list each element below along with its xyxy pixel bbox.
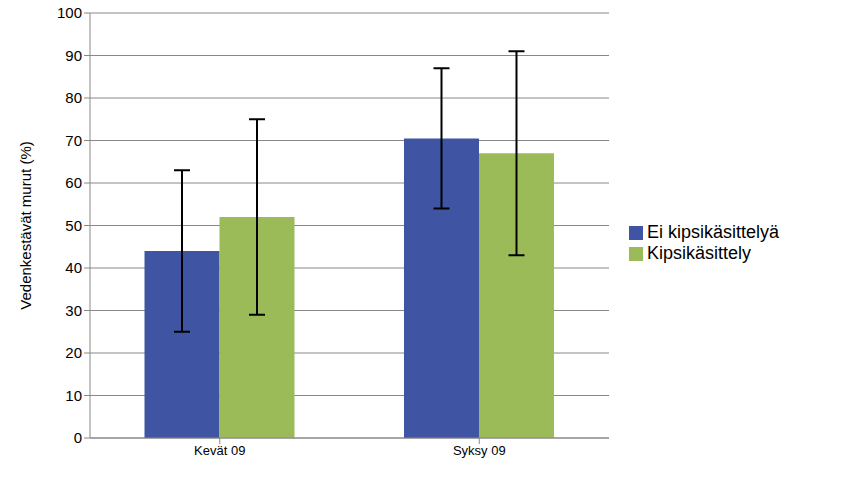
svg-text:Vedenkestävät murut (%): Vedenkestävät murut (%)	[17, 141, 34, 309]
svg-text:90: 90	[65, 47, 82, 64]
html-text:Ei kipsikäsittelyä: Ei kipsikäsittelyä	[647, 222, 779, 242]
svg-text:20: 20	[65, 344, 82, 361]
svg-text:40: 40	[65, 259, 82, 276]
svg-text:60: 60	[65, 174, 82, 191]
html-text:Kipsikäsittely: Kipsikäsittely	[647, 243, 751, 263]
svg-text:Syksy 09: Syksy 09	[453, 443, 506, 458]
svg-text:Kevät 09: Kevät 09	[194, 443, 245, 458]
svg-text:0: 0	[74, 429, 82, 446]
svg-text:80: 80	[65, 89, 82, 106]
svg-text:70: 70	[65, 132, 82, 149]
svg-text:10: 10	[65, 387, 82, 404]
svg-text:100: 100	[57, 8, 82, 21]
svg-text:30: 30	[65, 302, 82, 319]
svg-text:50: 50	[65, 217, 82, 234]
